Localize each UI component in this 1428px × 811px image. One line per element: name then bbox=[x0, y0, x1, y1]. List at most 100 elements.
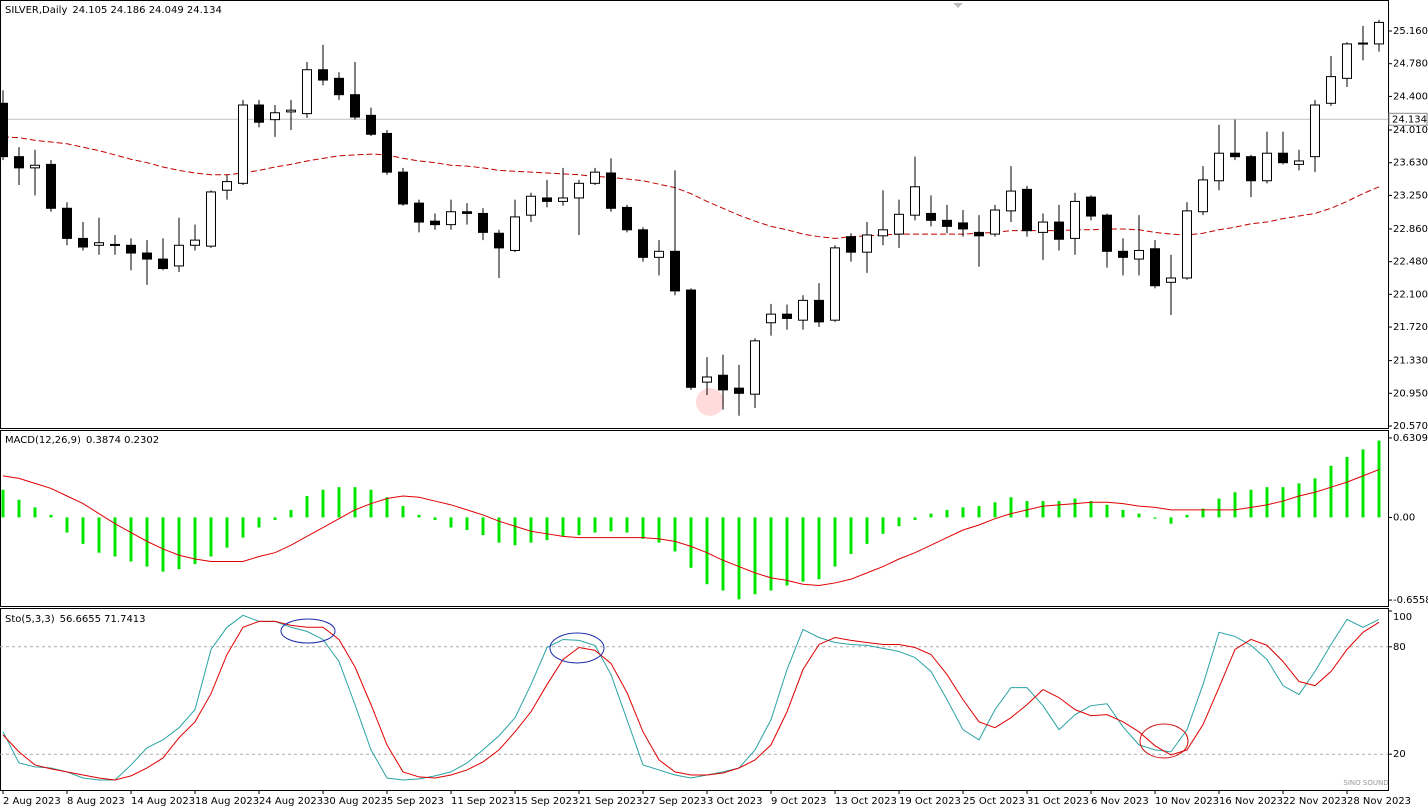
candle-body bbox=[270, 112, 280, 121]
macd-bar bbox=[961, 507, 965, 518]
candle-body bbox=[1294, 160, 1304, 165]
x-tick-label: 3 Oct 2023 bbox=[707, 796, 762, 807]
macd-bar bbox=[689, 517, 693, 568]
x-tick-label: 5 Sep 2023 bbox=[387, 796, 444, 807]
macd-bar bbox=[1137, 513, 1141, 518]
macd-bar bbox=[33, 507, 37, 518]
x-tick-label: 19 Oct 2023 bbox=[899, 796, 961, 807]
candle-body bbox=[1278, 152, 1288, 164]
candle-body bbox=[894, 213, 904, 235]
macd-bar bbox=[433, 517, 437, 520]
y-tick-label: 23.630 bbox=[1393, 158, 1428, 169]
macd-bar bbox=[593, 517, 597, 533]
macd-bar bbox=[1201, 508, 1205, 518]
macd-bar bbox=[1169, 517, 1173, 524]
candle-body bbox=[1358, 42, 1368, 45]
macd-bar bbox=[753, 517, 757, 595]
candle-body bbox=[254, 104, 264, 123]
candle-body bbox=[638, 229, 648, 258]
candle-body bbox=[1102, 214, 1112, 252]
x-tick-label: 31 Oct 2023 bbox=[1027, 796, 1089, 807]
macd-bar bbox=[145, 517, 149, 567]
macd-header: MACD(12,26,9) 0.3874 0.2302 bbox=[5, 435, 159, 446]
candle-body bbox=[334, 77, 344, 96]
macd-bar bbox=[561, 517, 565, 537]
macd-bar bbox=[177, 517, 181, 570]
x-tick-label: 25 Oct 2023 bbox=[963, 796, 1025, 807]
macd-bar bbox=[321, 489, 325, 518]
macd-bar bbox=[513, 517, 517, 546]
x-tick-label: 13 Oct 2023 bbox=[835, 796, 897, 807]
candle-body bbox=[990, 209, 1000, 235]
candle-body bbox=[78, 237, 88, 248]
macd-bar bbox=[1281, 487, 1285, 518]
candle-body bbox=[1038, 221, 1048, 233]
candle-body bbox=[206, 191, 216, 247]
y-tick-label: 22.480 bbox=[1393, 257, 1428, 268]
candle-body bbox=[510, 216, 520, 251]
shift-marker bbox=[953, 3, 963, 8]
candle-body bbox=[0, 102, 8, 158]
candle-body bbox=[590, 171, 600, 184]
macd-bar bbox=[385, 497, 389, 518]
stoch-header: Sto(5,3,3) 56.6655 71.7413 bbox=[5, 614, 146, 625]
x-tick-label: 28 Nov 2023 bbox=[1347, 796, 1411, 807]
macd-bar bbox=[17, 499, 21, 518]
candle-body bbox=[1006, 190, 1016, 212]
x-tick-label: 24 Aug 2023 bbox=[259, 796, 323, 807]
candle-body bbox=[862, 234, 872, 253]
candle-body bbox=[654, 250, 664, 258]
candle-body bbox=[350, 94, 360, 118]
macd-bar bbox=[289, 509, 293, 518]
candle-body bbox=[574, 182, 584, 199]
stoch-line bbox=[2, 620, 1380, 781]
macd-bar bbox=[65, 517, 69, 533]
macd-bar bbox=[449, 517, 453, 528]
macd-bar bbox=[1249, 489, 1253, 518]
annotation-ellipse bbox=[1139, 723, 1189, 759]
y-tick-label: 80 bbox=[1393, 642, 1406, 653]
macd-bar bbox=[641, 517, 645, 539]
macd-bar bbox=[625, 517, 629, 533]
macd-bar bbox=[257, 517, 261, 528]
macd-bar bbox=[705, 517, 709, 585]
candle-body bbox=[1182, 210, 1192, 279]
candle-body bbox=[494, 232, 504, 249]
macd-bar bbox=[1073, 498, 1077, 518]
macd-bar bbox=[721, 517, 725, 591]
macd-title: MACD(12,26,9) bbox=[5, 435, 81, 446]
x-tick-label: 30 Aug 2023 bbox=[323, 796, 387, 807]
candle-body bbox=[1118, 250, 1128, 258]
x-tick-label: 9 Oct 2023 bbox=[771, 796, 826, 807]
candle-body bbox=[798, 299, 808, 321]
moving-average bbox=[2, 136, 1380, 239]
macd-bar bbox=[657, 517, 661, 543]
macd-bar bbox=[769, 517, 773, 591]
candle-body bbox=[1246, 156, 1256, 182]
x-tick-label: 18 Aug 2023 bbox=[195, 796, 259, 807]
x-tick-label: 27 Sep 2023 bbox=[643, 796, 706, 807]
macd-signal bbox=[2, 469, 1380, 586]
macd-bar bbox=[1089, 501, 1093, 518]
macd-bar bbox=[1185, 514, 1189, 518]
candle-body bbox=[30, 164, 40, 169]
candle-body bbox=[1198, 179, 1208, 213]
stoch-title: Sto(5,3,3) bbox=[5, 614, 55, 625]
candle-body bbox=[910, 186, 920, 216]
macd-bar bbox=[1, 489, 5, 518]
candle-body bbox=[622, 206, 632, 231]
y-tick-label: 24.010 bbox=[1393, 125, 1428, 136]
candle-body bbox=[558, 197, 568, 202]
macd-bar bbox=[865, 517, 869, 544]
candle-body bbox=[446, 211, 456, 226]
candle-body bbox=[814, 299, 824, 323]
x-tick-label: 8 Aug 2023 bbox=[67, 796, 125, 807]
candle-body bbox=[94, 242, 104, 246]
macd-bar bbox=[417, 514, 421, 518]
candle-body bbox=[430, 220, 440, 226]
candle-body bbox=[670, 250, 680, 292]
y-tick-label: 24.400 bbox=[1393, 91, 1428, 102]
annotation-ellipse bbox=[280, 618, 336, 644]
watermark-circle bbox=[696, 388, 724, 416]
candle-body bbox=[542, 197, 552, 202]
